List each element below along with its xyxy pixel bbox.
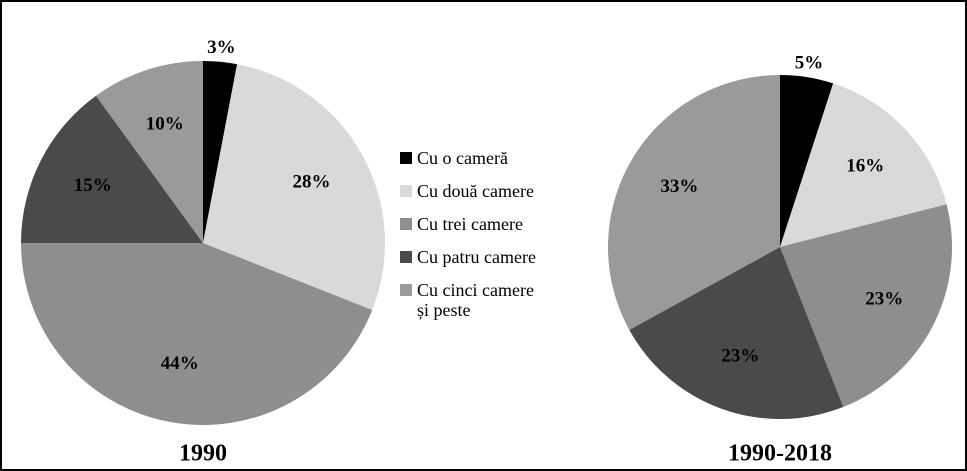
- data-label: 44%: [161, 353, 199, 374]
- legend-label: Cu o cameră: [417, 148, 508, 168]
- pie-slice: [21, 95, 203, 243]
- legend-item: Cu o cameră: [400, 148, 600, 168]
- legend-item: Cu trei camere: [400, 214, 600, 234]
- pie-slice: [203, 61, 238, 243]
- legend-label: Cu trei camere: [417, 214, 523, 234]
- legend-swatch: [400, 152, 412, 164]
- data-label: 10%: [146, 114, 184, 135]
- legend-item: Cu două camere: [400, 181, 600, 201]
- legend-item: Cu patru camere: [400, 247, 600, 267]
- legend-label: Cu cinci camere și peste: [417, 280, 534, 320]
- data-label: 15%: [74, 175, 112, 196]
- data-label: 3%: [207, 37, 236, 58]
- pie-slice: [608, 75, 780, 330]
- data-label: 23%: [865, 288, 903, 309]
- chart-title: 1990: [179, 441, 227, 467]
- data-label: 16%: [846, 155, 884, 176]
- legend-label: Cu patru camere: [417, 247, 536, 267]
- legend-swatch: [400, 284, 412, 296]
- data-label: 28%: [292, 172, 330, 193]
- data-label: 33%: [660, 176, 698, 197]
- pie-slice: [780, 83, 947, 248]
- chart-title: 1990-2018: [728, 441, 832, 467]
- legend: Cu o cameră Cu două camere Cu trei camere C…: [400, 148, 600, 333]
- pie-slice: [780, 204, 952, 407]
- legend-item: Cu cinci camere și peste: [400, 280, 600, 320]
- pie-slice: [780, 75, 834, 247]
- legend-swatch: [400, 218, 412, 230]
- pie-slice: [96, 60, 203, 243]
- legend-swatch: [400, 251, 412, 263]
- pie-slice: [21, 243, 373, 426]
- data-label: 5%: [795, 53, 824, 74]
- data-label: 23%: [721, 345, 759, 366]
- pie-slice: [203, 64, 385, 310]
- legend-swatch: [400, 185, 412, 197]
- legend-label: Cu două camere: [417, 181, 534, 201]
- pie-slice: [629, 247, 844, 419]
